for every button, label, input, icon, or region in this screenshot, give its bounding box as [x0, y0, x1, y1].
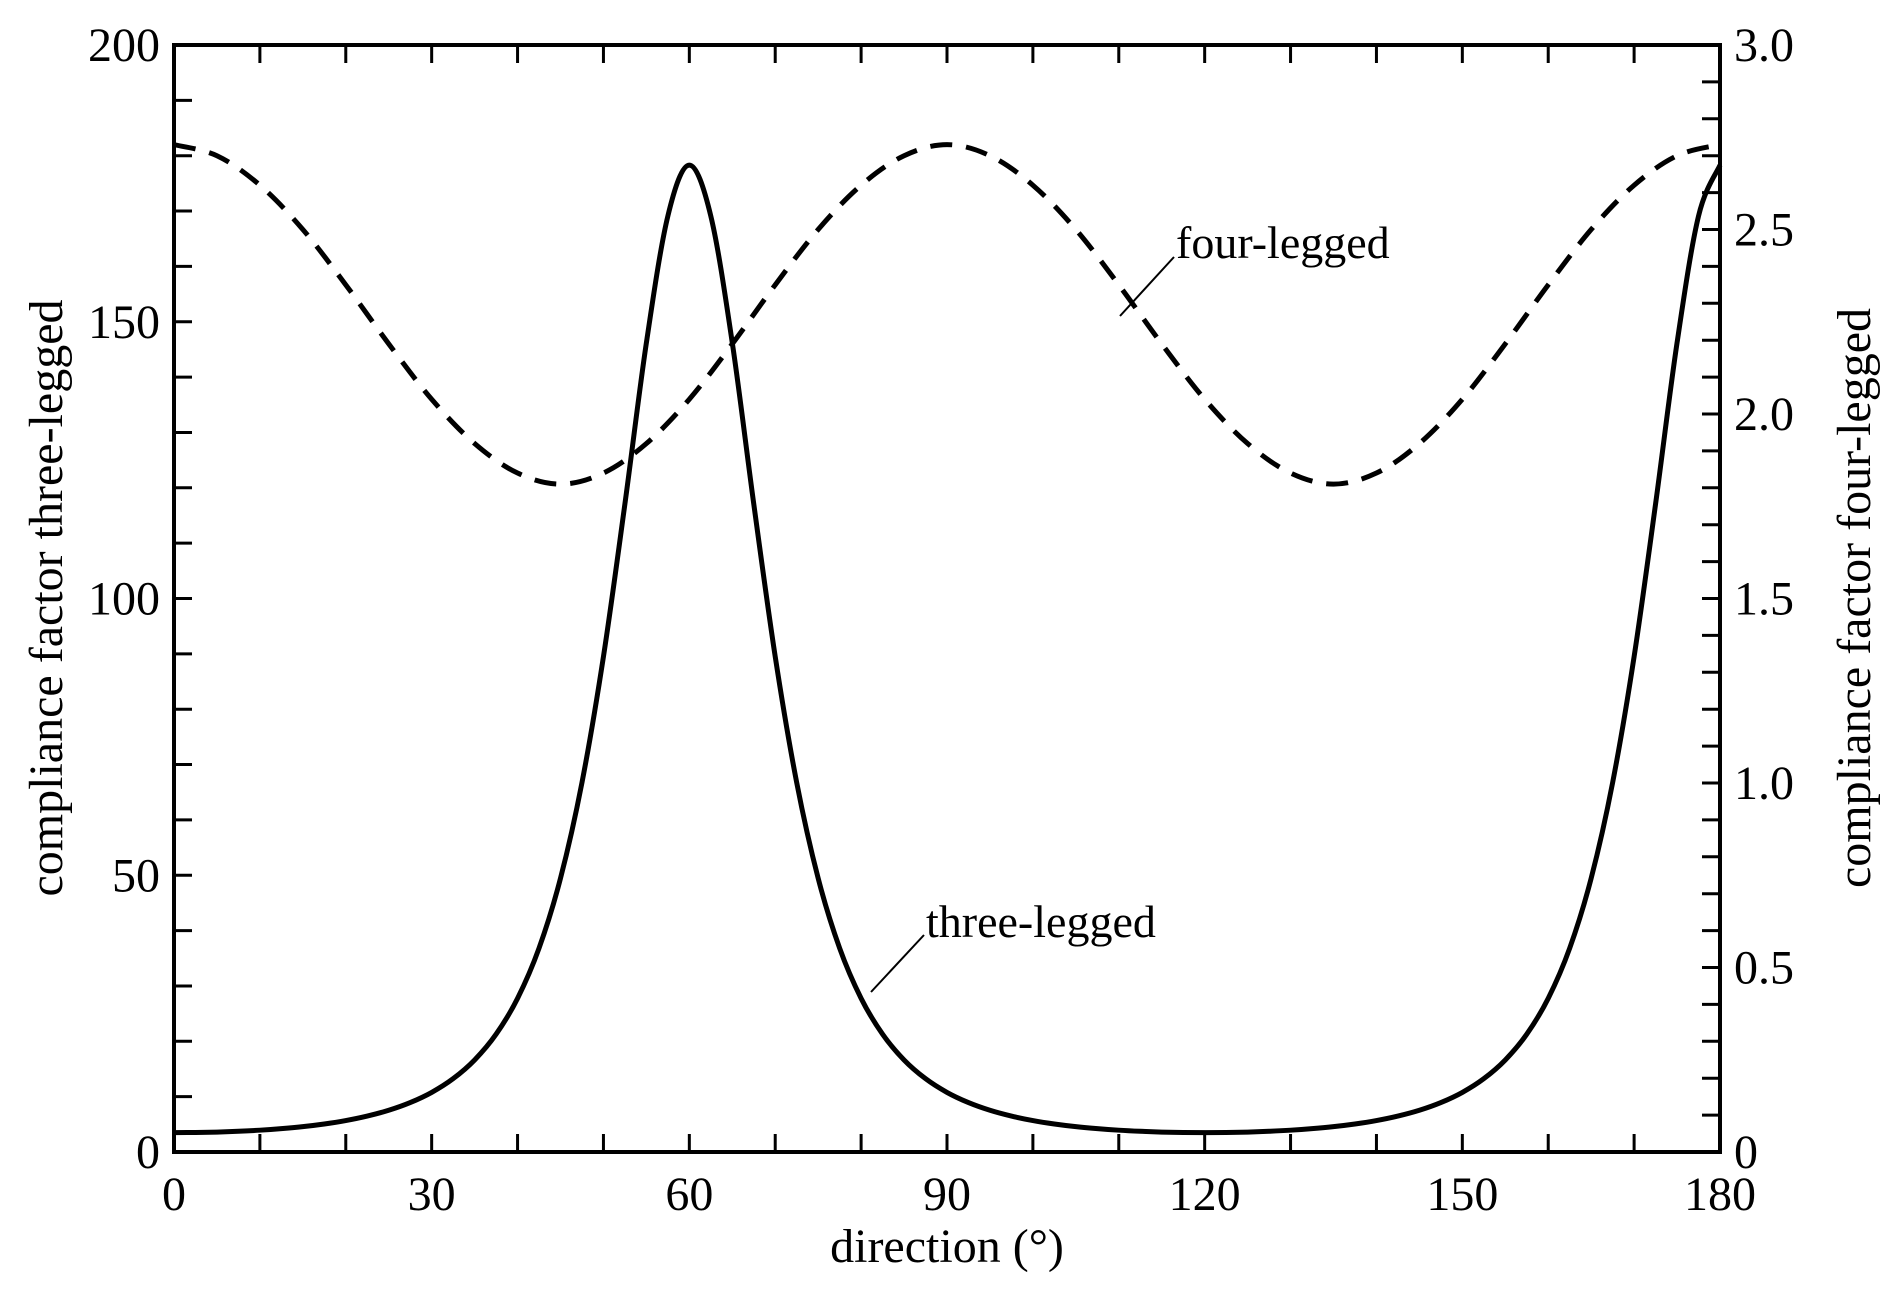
three-legged-annotation: three-legged	[926, 896, 1156, 947]
y-axis-label-left: compliance factor three-legged	[20, 300, 73, 897]
y-axis-label-right: compliance factor four-legged	[1828, 308, 1881, 888]
plot-frame	[172, 43, 1722, 1154]
y-left-tick-label: 50	[112, 849, 160, 902]
y-left-tick-label: 200	[88, 19, 160, 72]
y-left-tick-label: 100	[88, 573, 160, 626]
y-right-tick-label: 1.0	[1734, 757, 1794, 810]
x-tick-label: 30	[408, 1168, 456, 1221]
x-tick-label: 120	[1169, 1168, 1241, 1221]
x-tick-label: 180	[1684, 1168, 1756, 1221]
x-tick-label: 150	[1426, 1168, 1498, 1221]
y-right-tick-label: 2.5	[1734, 204, 1794, 257]
y-right-tick-label: 1.5	[1734, 573, 1794, 626]
x-tick-label: 60	[665, 1168, 713, 1221]
y-right-tick-label: 0.5	[1734, 942, 1794, 995]
four-legged-annotation: four-legged	[1176, 217, 1390, 268]
x-axis-label: direction (°)	[830, 1220, 1064, 1273]
tick-labels: 0 30 60 90 120 150 18005010015020000.51.01.52.…	[88, 19, 1794, 1221]
y-right-tick-label: 0	[1734, 1126, 1758, 1179]
y-left-tick-label: 0	[136, 1126, 160, 1179]
series-lines	[173, 142, 1723, 1136]
y-left-tick-label: 150	[88, 296, 160, 349]
x-tick-label: 0	[162, 1168, 186, 1221]
y-right-tick-label: 2.0	[1734, 388, 1794, 441]
four-legged-line	[173, 142, 1721, 487]
three-legged-line	[173, 162, 1723, 1136]
axis-ticks	[172, 43, 1722, 1154]
y-right-tick-label: 3.0	[1734, 19, 1794, 72]
x-tick-label: 90	[923, 1168, 971, 1221]
three-legged-leader-line	[870, 934, 925, 993]
four-legged-leader-line	[1119, 256, 1175, 317]
